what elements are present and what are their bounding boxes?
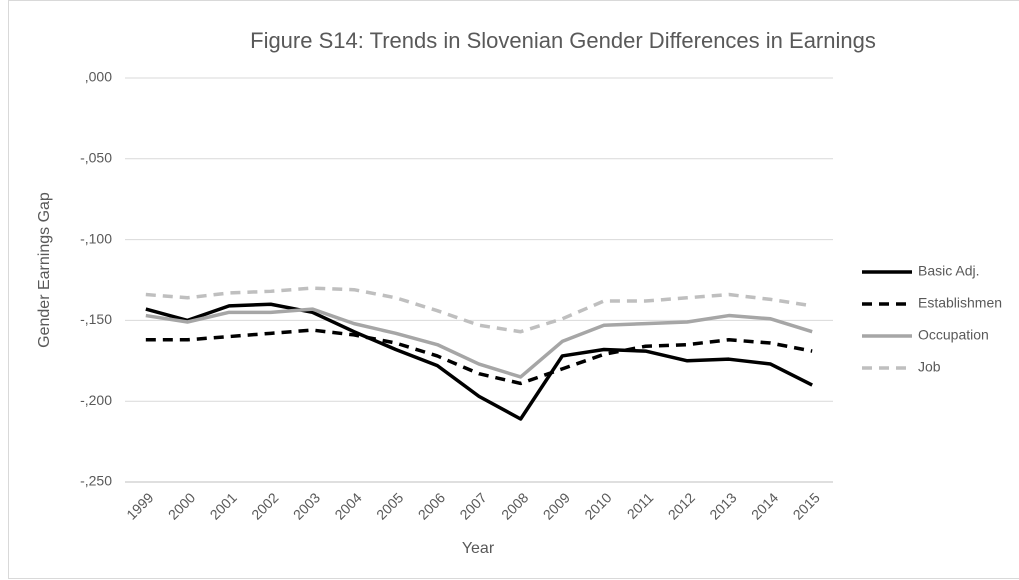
x-tick-label: 2004 xyxy=(331,489,364,522)
series-line xyxy=(145,302,813,421)
x-tick-label: 2006 xyxy=(415,489,448,522)
y-tick-label: -,200 xyxy=(80,392,112,408)
x-tick-label: 2010 xyxy=(581,489,614,522)
x-tick-label: 2011 xyxy=(624,489,657,522)
x-tick-label: 2005 xyxy=(373,489,406,522)
x-tick-label: 2007 xyxy=(456,489,489,522)
series-line xyxy=(145,328,813,386)
y-tick-label: ,000 xyxy=(85,69,112,85)
x-tick-label: 1999 xyxy=(123,489,156,522)
x-axis-label: Year xyxy=(462,540,495,557)
y-tick-label: -,250 xyxy=(80,473,112,489)
x-tick-label: 2015 xyxy=(790,489,823,522)
x-tick-label: 2014 xyxy=(748,489,781,522)
y-tick-label: -,050 xyxy=(80,150,112,166)
y-axis-label: Gender Earnings Gap xyxy=(36,192,53,348)
x-tick-label: 2003 xyxy=(290,489,323,522)
x-tick-label: 2001 xyxy=(207,489,240,522)
legend-label: Basic Adj. xyxy=(918,263,979,279)
y-tick-label: -,150 xyxy=(80,311,112,327)
x-tick-label: 2012 xyxy=(665,489,698,522)
x-tick-label: 2008 xyxy=(498,489,531,522)
x-tick-label: 2000 xyxy=(165,489,198,522)
x-tick-label: 2002 xyxy=(248,489,281,522)
chart-title: Figure S14: Trends in Slovenian Gender D… xyxy=(250,28,876,53)
series-line xyxy=(145,286,813,334)
x-tick-label: 2013 xyxy=(706,489,739,522)
x-tick-label: 2009 xyxy=(540,489,573,522)
y-tick-label: -,100 xyxy=(80,230,112,246)
legend-label: Job xyxy=(918,359,941,375)
legend-label: Occupation xyxy=(918,327,989,343)
chart-border xyxy=(8,0,1019,579)
series-line xyxy=(145,307,813,379)
legend-label: Establishmen xyxy=(918,295,1002,311)
